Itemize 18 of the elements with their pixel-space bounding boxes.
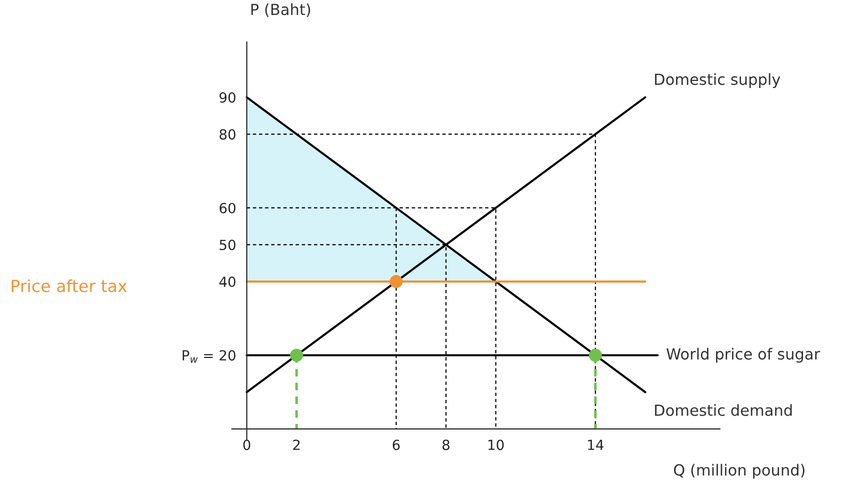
- text: Price after tax: [12, 279, 127, 292]
- y-tick-label: 50: [220, 240, 236, 250]
- y-tick-label: P$_{w}$ = 20: [182, 350, 236, 363]
- x-axis-title: Q (million pound): [674, 464, 804, 479]
- series-label: Domestic supply: [655, 73, 780, 88]
- y-tick-label: 90: [220, 92, 236, 103]
- y-tick-label: 60: [220, 202, 236, 214]
- x-tick-label: 14: [588, 440, 604, 450]
- x-tick-label: 2: [293, 440, 300, 450]
- x-tick-label: 10: [488, 440, 504, 450]
- series-label: World price of sugar: [666, 348, 820, 363]
- y-axis-title: P (Baht): [251, 3, 310, 17]
- x-tick-label: 6: [392, 440, 400, 450]
- y-tick-label: 80: [220, 129, 236, 140]
- x-tick-label: 8: [442, 440, 450, 450]
- x-tick-label: 0: [243, 440, 250, 450]
- y-tick-label: 40: [219, 276, 236, 288]
- series-label: Domestic demand: [655, 404, 792, 416]
